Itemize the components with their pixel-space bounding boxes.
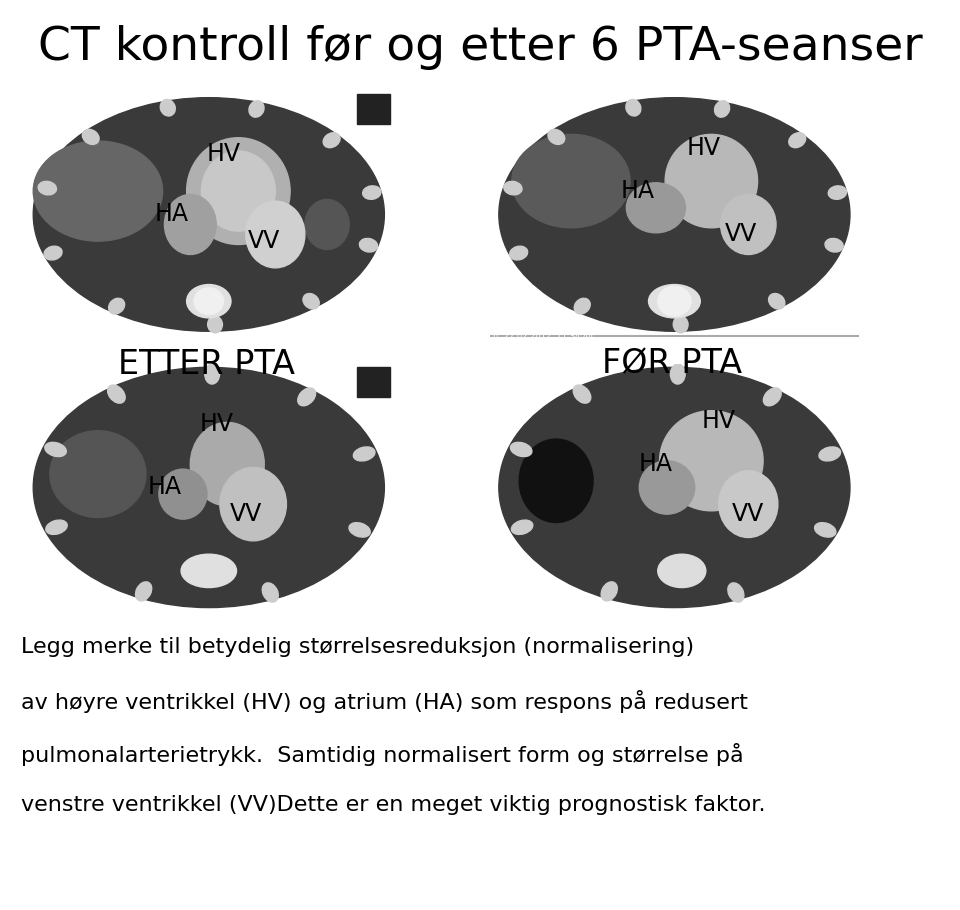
Text: ETTER PTA: ETTER PTA	[118, 348, 295, 380]
Ellipse shape	[159, 469, 207, 519]
Ellipse shape	[819, 447, 841, 461]
Ellipse shape	[186, 137, 290, 245]
Ellipse shape	[207, 316, 223, 333]
Text: CT kontroll før og etter 6 PTA-seanser: CT kontroll før og etter 6 PTA-seanser	[37, 25, 923, 70]
Text: HA: HA	[155, 202, 189, 227]
Ellipse shape	[714, 101, 730, 117]
Ellipse shape	[34, 141, 162, 241]
Ellipse shape	[246, 201, 305, 268]
Bar	[357, 95, 390, 125]
Ellipse shape	[298, 388, 316, 406]
Ellipse shape	[305, 199, 349, 249]
Ellipse shape	[204, 364, 220, 384]
Ellipse shape	[83, 129, 99, 145]
Ellipse shape	[769, 294, 785, 309]
Ellipse shape	[34, 97, 384, 331]
Ellipse shape	[511, 442, 532, 457]
Ellipse shape	[202, 151, 276, 231]
Text: FØR PTA: FØR PTA	[602, 348, 742, 380]
Ellipse shape	[324, 133, 340, 147]
Ellipse shape	[548, 129, 564, 145]
Ellipse shape	[262, 583, 278, 602]
Text: 20.12.2012, 10:43:21: 20.12.2012, 10:43:21	[28, 595, 117, 604]
Ellipse shape	[34, 368, 384, 608]
Ellipse shape	[660, 410, 763, 511]
Ellipse shape	[160, 99, 176, 116]
Ellipse shape	[220, 468, 286, 541]
Text: HV: HV	[687, 136, 721, 160]
Bar	[357, 368, 390, 398]
Ellipse shape	[108, 298, 125, 314]
Ellipse shape	[135, 581, 152, 601]
Text: HA: HA	[639, 452, 673, 476]
Text: VV: VV	[732, 502, 764, 526]
Text: 27.02.2012, 11:34:45: 27.02.2012, 11:34:45	[493, 322, 583, 331]
Text: VV: VV	[725, 222, 757, 247]
Ellipse shape	[181, 554, 236, 588]
Ellipse shape	[512, 135, 630, 228]
Text: HV: HV	[206, 142, 241, 167]
Ellipse shape	[359, 238, 377, 252]
Ellipse shape	[721, 195, 776, 255]
Ellipse shape	[573, 385, 590, 403]
Ellipse shape	[658, 554, 706, 588]
Ellipse shape	[499, 368, 850, 608]
Ellipse shape	[519, 439, 593, 522]
Ellipse shape	[763, 388, 781, 406]
Ellipse shape	[670, 364, 685, 384]
Ellipse shape	[353, 447, 375, 461]
Text: HV: HV	[702, 409, 735, 433]
Ellipse shape	[574, 298, 590, 314]
Text: n: 27.02.2012, 11:34:44: n: 27.02.2012, 11:34:44	[493, 332, 594, 341]
Ellipse shape	[190, 422, 264, 506]
Text: HV: HV	[199, 412, 233, 436]
Ellipse shape	[665, 135, 757, 228]
Ellipse shape	[626, 183, 685, 233]
Ellipse shape	[673, 316, 688, 333]
Ellipse shape	[504, 181, 522, 195]
Ellipse shape	[349, 522, 371, 537]
Ellipse shape	[45, 442, 66, 457]
Ellipse shape	[719, 470, 778, 538]
Ellipse shape	[828, 186, 847, 199]
Ellipse shape	[601, 581, 617, 601]
Ellipse shape	[626, 99, 641, 116]
Ellipse shape	[825, 238, 843, 252]
Text: n: 20.12.2012, 10:43:20: n: 20.12.2012, 10:43:20	[28, 332, 128, 341]
Text: Legg merke til betydelig størrelsesreduksjon (normalisering): Legg merke til betydelig størrelsesreduk…	[21, 637, 694, 657]
Ellipse shape	[44, 247, 62, 260]
Ellipse shape	[108, 385, 125, 403]
Ellipse shape	[728, 583, 744, 602]
Ellipse shape	[649, 285, 700, 318]
Ellipse shape	[46, 521, 67, 534]
Text: pulmonalarterietrykk.  Samtidig normalisert form og størrelse på: pulmonalarterietrykk. Samtidig normalise…	[21, 743, 744, 765]
Ellipse shape	[249, 101, 264, 117]
Text: av høyre ventrikkel (HV) og atrium (HA) som respons på redusert: av høyre ventrikkel (HV) og atrium (HA) …	[21, 690, 748, 713]
Text: HA: HA	[620, 179, 655, 203]
Ellipse shape	[789, 133, 805, 147]
Ellipse shape	[815, 522, 836, 537]
Ellipse shape	[510, 247, 528, 260]
Ellipse shape	[639, 460, 695, 514]
Ellipse shape	[512, 521, 533, 534]
Text: 27.02.2012, 11:34:46: 27.02.2012, 11:34:46	[493, 595, 583, 604]
Text: venstre ventrikkel (VV)Dette er en meget viktig prognostisk faktor.: venstre ventrikkel (VV)Dette er en meget…	[21, 795, 766, 815]
Circle shape	[194, 288, 224, 315]
Text: VV: VV	[229, 502, 262, 526]
Ellipse shape	[186, 285, 231, 318]
Ellipse shape	[164, 195, 216, 255]
Ellipse shape	[303, 294, 320, 309]
Ellipse shape	[38, 181, 57, 195]
Text: VV: VV	[248, 229, 280, 253]
Text: 20.12.2012, 10:43:21: 20.12.2012, 10:43:21	[28, 322, 117, 331]
Circle shape	[50, 430, 146, 518]
Ellipse shape	[363, 186, 381, 199]
Ellipse shape	[499, 97, 850, 331]
Text: HA: HA	[148, 475, 181, 500]
Circle shape	[658, 286, 691, 317]
